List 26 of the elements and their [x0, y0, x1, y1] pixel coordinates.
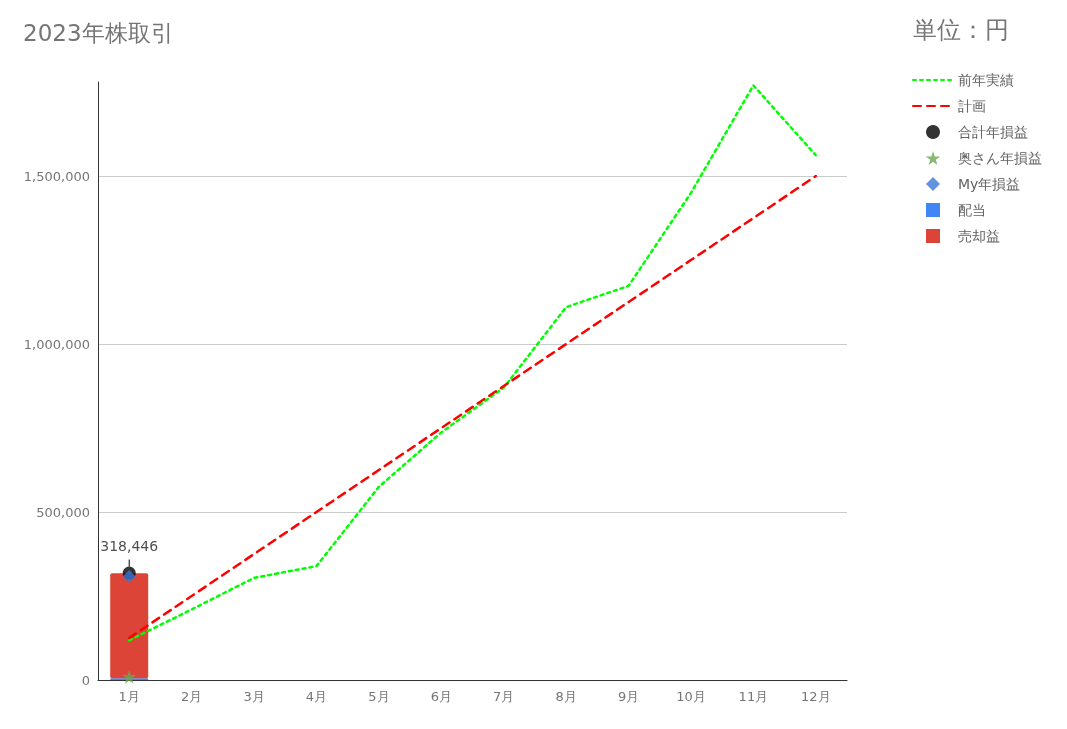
legend-label: 前年実績 [958, 72, 1014, 88]
x-tick-label: 2月 [180, 689, 203, 704]
y-tick-label: 0 [81, 672, 90, 688]
chart-title: 2023年株取引 [23, 19, 174, 46]
legend-label: My年損益 [958, 176, 1021, 192]
x-tick-label: 3月 [243, 689, 265, 704]
legend-label: 配当 [958, 202, 986, 218]
x-tick-label: 5月 [368, 689, 390, 704]
x-tick-label: 1月 [118, 689, 140, 704]
x-tick-label: 9月 [617, 689, 640, 704]
x-tick-label: 11月 [738, 689, 769, 704]
x-tick-label: 6月 [430, 689, 452, 704]
x-tick-label: 7月 [493, 689, 515, 704]
x-tick-label: 4月 [305, 689, 328, 704]
data-label: 318,446 [100, 537, 159, 554]
x-tick-label: 10月 [676, 689, 706, 704]
text: 単位：円 [913, 16, 1009, 44]
y-tick-label: 500,000 [36, 504, 90, 520]
legend-label: 合計年損益 [958, 124, 1028, 140]
x-tick-label: 8月 [555, 689, 577, 704]
x-tick-label: 12月 [801, 689, 831, 704]
y-tick-label: 1,500,000 [23, 168, 90, 184]
legend-label: 売却益 [958, 228, 1000, 244]
legend-label: 奥さん年損益 [958, 150, 1042, 166]
legend-label: 計画 [958, 98, 986, 114]
y-tick-label: 1,000,000 [23, 336, 90, 352]
